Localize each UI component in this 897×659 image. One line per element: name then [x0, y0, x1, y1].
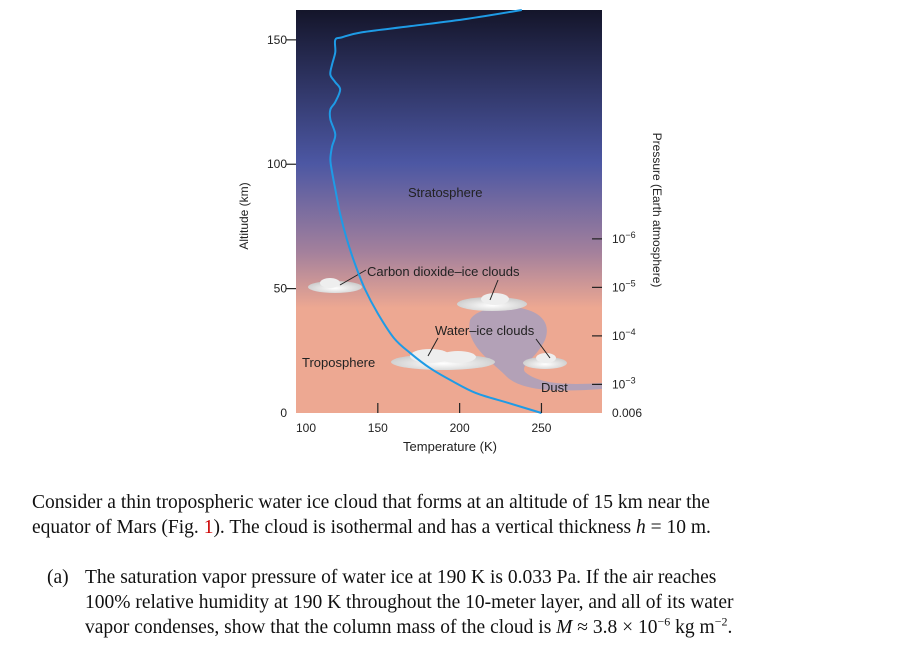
- figure-reference-link[interactable]: 1: [203, 517, 214, 538]
- x-tick-label: 200: [450, 421, 470, 435]
- question-text: kg m: [670, 617, 715, 638]
- y-tick-label: 50: [274, 282, 288, 296]
- intro-line-2: equator of Mars (Fig. 1). The cloud is i…: [32, 515, 711, 540]
- y2-tick-label: 10−3: [612, 375, 636, 391]
- y-tick-label: 0: [280, 406, 287, 420]
- y-axis-label: Altitude (km): [237, 182, 251, 249]
- y-tick-label: 150: [267, 33, 287, 47]
- label-water-clouds: Water–ice clouds: [435, 323, 535, 338]
- temperature-profile-line: [328, 9, 542, 414]
- intro-text: ). The cloud is isothermal and has a ver…: [213, 517, 637, 538]
- leader-co2-2: [489, 279, 499, 301]
- leader-water-2: [535, 338, 551, 359]
- intro-line-1: Consider a thin tropospheric water ice c…: [32, 492, 710, 513]
- label-co2-clouds: Carbon dioxide–ice clouds: [367, 264, 520, 279]
- y-tick-label: 100: [267, 157, 287, 171]
- exponent: −2: [714, 614, 728, 629]
- x-tick-label: 100: [296, 421, 316, 435]
- question-a-line-3: vapor condenses, show that the column ma…: [85, 615, 734, 640]
- question-a-line-2: 100% relative humidity at 190 K througho…: [85, 592, 734, 613]
- leader-water-1: [427, 337, 439, 357]
- question-text: vapor condenses, show that the column ma…: [85, 617, 557, 638]
- x-axis-label: Temperature (K): [403, 439, 497, 454]
- cloud-water-right: [523, 353, 567, 369]
- atmosphere-profile-figure: 100 150 200 250 0 50 100 150 0.006 10−3 10−4 10−5 10…: [237, 9, 664, 454]
- intro-text: equator of Mars (Fig.: [32, 517, 204, 538]
- exponent: −6: [657, 614, 671, 629]
- x-tick-label: 250: [531, 421, 551, 435]
- cloud-co2-left: [308, 278, 362, 293]
- y2-tick-label: 10−4: [612, 327, 636, 343]
- leader-co2-1: [339, 269, 367, 286]
- question-a-label: (a): [47, 567, 69, 588]
- question-text: .: [727, 617, 733, 638]
- paragraph-intro: Consider a thin tropospheric water ice c…: [32, 490, 711, 540]
- intro-text: = 10 m.: [645, 517, 711, 538]
- dust-plume: [469, 306, 602, 391]
- cloud-co2-right: [457, 293, 527, 311]
- plot-background: [296, 10, 602, 413]
- question-a-line-1: The saturation vapor pressure of water i…: [85, 567, 717, 588]
- label-troposphere: Troposphere: [302, 355, 375, 370]
- y2-tick-label: 10−6: [612, 230, 636, 246]
- x-tick-label: 150: [368, 421, 388, 435]
- math-var-h: h: [636, 517, 646, 538]
- math-var-M: M: [556, 617, 573, 638]
- label-stratosphere: Stratosphere: [408, 185, 482, 200]
- y2-tick-label: 10−5: [612, 278, 636, 294]
- label-dust: Dust: [541, 380, 568, 395]
- y2-axis-label: Pressure (Earth atmosphere): [650, 133, 664, 288]
- question-text: ≈ 3.8 × 10: [572, 617, 658, 638]
- question-a: (a) The saturation vapor pressure of wat…: [47, 565, 734, 640]
- y2-tick-label: 0.006: [612, 406, 642, 420]
